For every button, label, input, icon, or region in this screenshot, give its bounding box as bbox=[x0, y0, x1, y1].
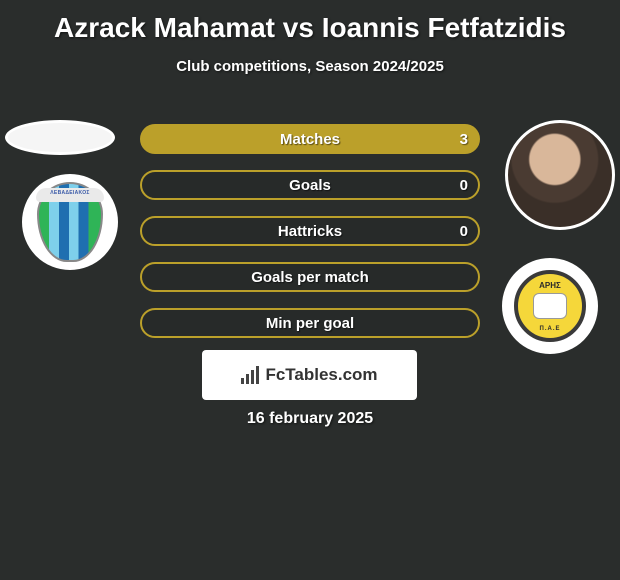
stat-row-goals-per-match: Goals per match bbox=[140, 262, 480, 292]
page-title: Azrack Mahamat vs Ioannis Fetfatzidis bbox=[0, 0, 620, 44]
club-right-badge: ΑΡΗΣ Π.Α.Ε bbox=[502, 258, 598, 354]
stats-panel: Matches 3 Goals 0 Hattricks 0 Goals per … bbox=[140, 124, 480, 354]
stat-row-hattricks: Hattricks 0 bbox=[140, 216, 480, 246]
date-label: 16 february 2025 bbox=[0, 410, 620, 428]
stat-label: Matches bbox=[142, 126, 478, 152]
stat-label: Goals bbox=[142, 172, 478, 198]
club-left-badge-text: ΛΕΒΑΔΕΙΑΚΟΣ bbox=[39, 190, 101, 196]
player-right-avatar bbox=[505, 120, 615, 230]
stat-right-value: 0 bbox=[460, 218, 468, 244]
stat-right-value: 3 bbox=[460, 126, 468, 152]
club-right-badge-icon: ΑΡΗΣ Π.Α.Ε bbox=[514, 270, 586, 342]
branding-badge[interactable]: FcTables.com bbox=[202, 350, 417, 400]
club-left-shield-icon: ΛΕΒΑΔΕΙΑΚΟΣ bbox=[37, 182, 103, 262]
player-left-avatar bbox=[5, 120, 115, 155]
subtitle: Club competitions, Season 2024/2025 bbox=[0, 58, 620, 75]
stat-label: Hattricks bbox=[142, 218, 478, 244]
club-right-badge-top: ΑΡΗΣ bbox=[539, 281, 561, 290]
stat-row-matches: Matches 3 bbox=[140, 124, 480, 154]
stat-label: Goals per match bbox=[142, 264, 478, 290]
club-right-badge-figure-icon bbox=[533, 293, 567, 319]
bars-icon bbox=[241, 366, 259, 384]
stat-right-value: 0 bbox=[460, 172, 468, 198]
club-left-badge: ΛΕΒΑΔΕΙΑΚΟΣ bbox=[22, 174, 118, 270]
club-right-badge-bottom: Π.Α.Ε bbox=[539, 326, 560, 332]
stat-row-min-per-goal: Min per goal bbox=[140, 308, 480, 338]
stat-label: Min per goal bbox=[142, 310, 478, 336]
branding-text: FcTables.com bbox=[265, 365, 377, 385]
stat-row-goals: Goals 0 bbox=[140, 170, 480, 200]
